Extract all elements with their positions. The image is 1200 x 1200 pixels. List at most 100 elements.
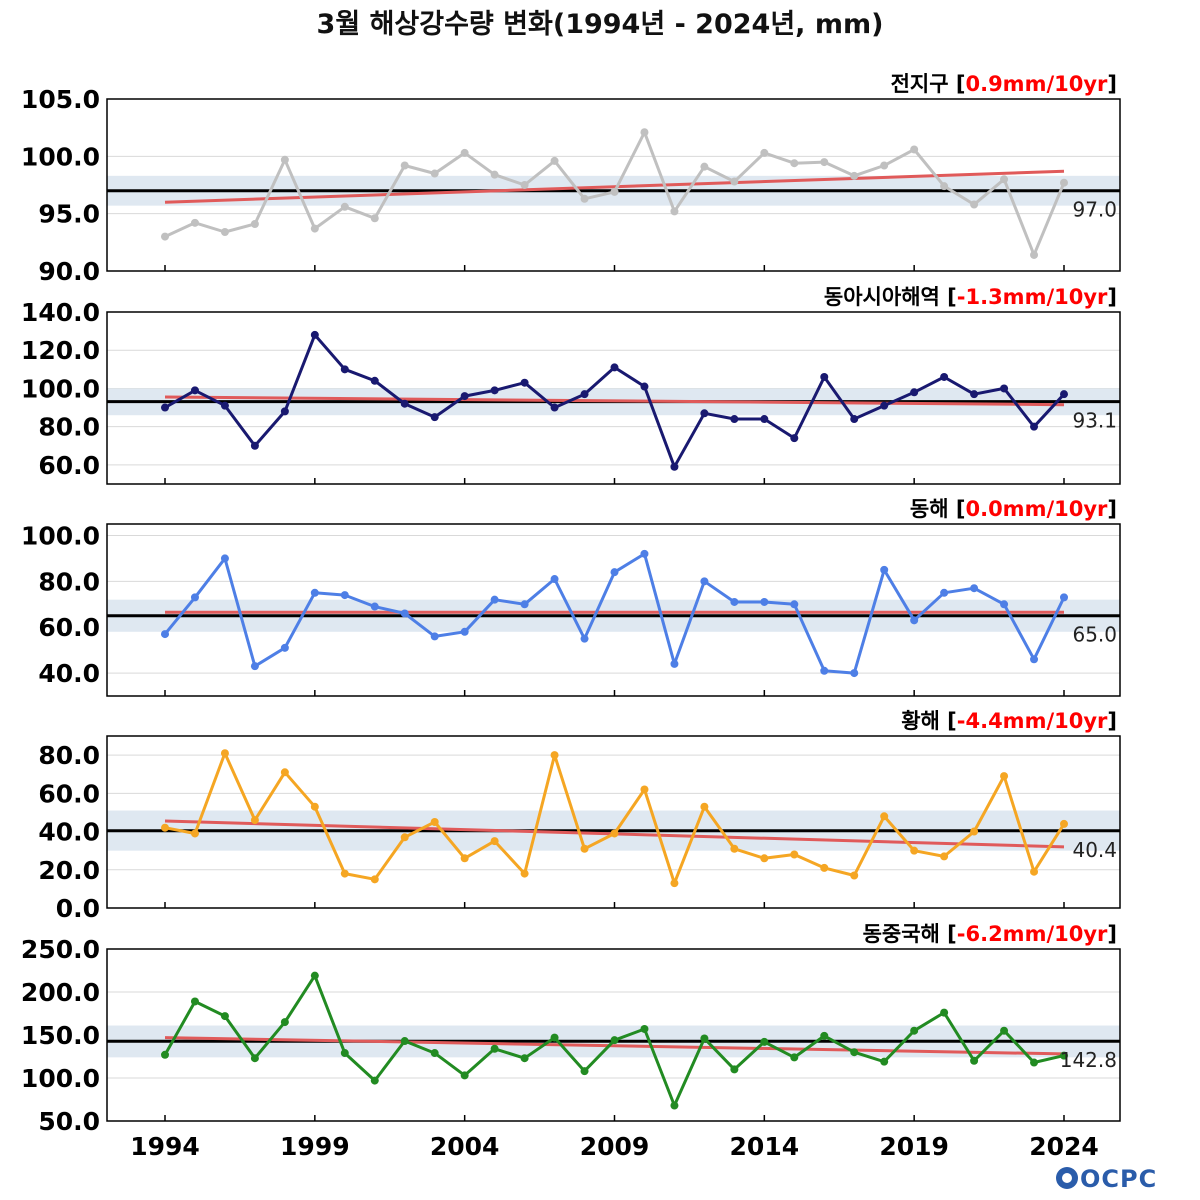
mean-value-label: 40.4: [1072, 838, 1117, 862]
y-tick-label: 0.0: [56, 894, 100, 923]
y-tick-label: 250.0: [21, 935, 100, 964]
data-point: [970, 827, 979, 836]
data-point: [430, 169, 439, 178]
data-point: [670, 207, 679, 216]
data-point: [520, 600, 529, 609]
data-point: [1030, 250, 1039, 259]
data-point: [730, 844, 739, 853]
data-point: [340, 202, 349, 211]
y-tick-label: 95.0: [38, 200, 100, 229]
data-point: [760, 148, 769, 157]
data-point: [910, 145, 919, 154]
data-point: [370, 602, 379, 611]
trend-line: [164, 169, 1065, 204]
data-point: [1030, 867, 1039, 876]
data-point: [1030, 655, 1039, 664]
data-point: [580, 194, 589, 203]
plot-frame: [106, 98, 1121, 272]
data-point: [760, 415, 769, 424]
panel-title: 전지구 [0.9mm/10yr]: [891, 72, 1117, 96]
y-tick-label: 40.0: [38, 659, 100, 688]
panel-bracket: ]: [1107, 922, 1117, 946]
data-point: [640, 382, 649, 391]
data-point: [550, 751, 559, 760]
data-point: [880, 1057, 889, 1066]
data-point: [700, 162, 709, 171]
data-point: [970, 1056, 979, 1065]
data-point: [280, 407, 289, 416]
data-point: [610, 187, 619, 196]
data-point: [520, 869, 529, 878]
data-point: [760, 597, 769, 606]
data-point: [340, 591, 349, 600]
panel-bracket: ]: [1107, 72, 1117, 96]
data-point: [760, 854, 769, 863]
data-point: [220, 1012, 229, 1021]
data-point: [520, 181, 529, 189]
data-point: [610, 829, 619, 838]
plot-frame: [106, 311, 1121, 485]
data-point: [190, 386, 199, 395]
panel-trend: 0.0mm/10yr: [965, 497, 1108, 521]
data-point: [820, 863, 829, 872]
data-point: [400, 609, 409, 618]
data-point: [460, 627, 469, 636]
y-tick-label: 60.0: [38, 613, 100, 642]
data-point: [310, 971, 319, 980]
data-point: [700, 409, 709, 418]
data-point: [490, 1044, 499, 1053]
data-point: [910, 1026, 919, 1035]
data-point: [550, 575, 559, 584]
data-point: [400, 1037, 409, 1046]
data-point: [1060, 819, 1068, 828]
data-point: [1000, 772, 1009, 781]
data-point: [790, 159, 799, 168]
panel-2: 60.0 80.0 100.0 120.0 140.0 93.1 동아시아해역 [-1.3m…: [21, 285, 1121, 485]
panel-3: 40.0 60.0 80.0 100.0 65.0 동해 [0.0mm/10yr]: [21, 497, 1121, 697]
data-point: [670, 462, 679, 471]
data-point: [1030, 1058, 1039, 1067]
data-point: [430, 818, 439, 826]
y-tick-label: 150.0: [21, 1021, 100, 1050]
data-point: [460, 392, 469, 401]
data-point: [1060, 178, 1068, 187]
data-point: [250, 441, 259, 450]
data-point: [161, 403, 169, 412]
x-axis: 1994 1999 2004 2009 2014 2019 2024: [130, 1132, 1099, 1161]
x-tick-label: 2004: [430, 1132, 500, 1161]
data-point: [250, 219, 259, 228]
data-point: [850, 171, 859, 180]
data-point: [161, 823, 169, 832]
data-point: [820, 158, 829, 167]
y-tick-label: 100.0: [21, 374, 100, 403]
y-tick-label: 90.0: [38, 257, 100, 286]
x-tick-label: 1999: [280, 1132, 350, 1161]
data-point: [580, 1067, 589, 1076]
data-point: [190, 593, 199, 602]
data-point: [910, 846, 919, 855]
data-point: [400, 161, 409, 170]
y-tick-label: 80.0: [38, 741, 100, 770]
data-point: [220, 401, 229, 410]
plot-frame: [106, 735, 1121, 909]
data-point: [250, 1054, 259, 1063]
panel-4: 0.0 20.0 40.0 60.0 80.0 40.4 황해 [-4.4mm/10yr]: [38, 709, 1121, 923]
mean-value-label: 65.0: [1072, 623, 1117, 647]
data-point: [670, 879, 679, 888]
data-point: [161, 1050, 169, 1059]
data-point: [850, 1048, 859, 1057]
data-point: [820, 666, 829, 675]
data-point: [580, 390, 589, 399]
data-point: [400, 399, 409, 408]
data-point: [220, 228, 229, 237]
y-tick-label: 50.0: [38, 1107, 100, 1136]
data-point: [190, 997, 199, 1006]
data-point: [880, 401, 889, 410]
data-point: [880, 812, 889, 821]
panel-trend: -6.2mm/10yr: [957, 922, 1108, 946]
figure-title: 3월 해상강수량 변화(1994년 - 2024년, mm): [317, 9, 884, 40]
x-tick-label: 2024: [1029, 1132, 1099, 1161]
y-tick-label: 80.0: [38, 567, 100, 596]
data-point: [280, 1018, 289, 1027]
